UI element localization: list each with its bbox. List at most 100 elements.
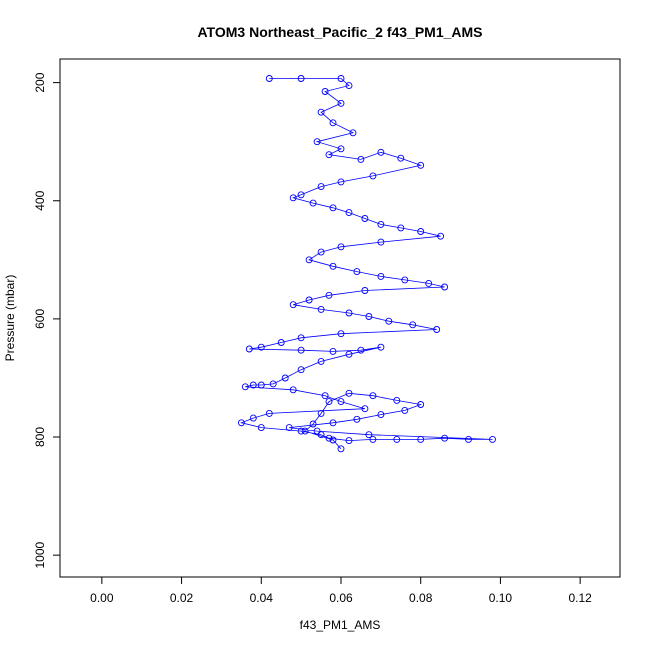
data-point: [265, 409, 273, 417]
data-point: [297, 334, 305, 342]
data-point: [385, 317, 393, 325]
data-point: [417, 435, 425, 443]
data-point: [337, 75, 345, 82]
data-point: [377, 343, 385, 351]
data-point: [325, 291, 333, 299]
data-point: [441, 283, 449, 291]
data-point: [277, 339, 285, 346]
data-point: [365, 431, 373, 439]
data-point: [313, 427, 321, 435]
data-point: [317, 431, 325, 439]
data-point: [345, 437, 353, 445]
data-point: [317, 305, 325, 313]
data-point: [417, 228, 425, 235]
data-point: [301, 427, 309, 435]
data-point: [317, 248, 325, 256]
data-point: [365, 313, 373, 320]
data-point: [329, 262, 337, 270]
data-point: [397, 154, 405, 162]
data-point: [357, 346, 365, 354]
data-point: [357, 155, 365, 163]
data-point: [345, 209, 353, 217]
x-tick-label: 0.08: [409, 591, 433, 605]
data-point: [361, 405, 369, 413]
data-point: [377, 220, 385, 228]
data-point: [345, 389, 353, 397]
x-tick-label: 0.00: [90, 591, 114, 605]
data-point: [317, 183, 325, 191]
data-point: [329, 204, 337, 212]
data-point: [409, 321, 417, 329]
data-point: [241, 383, 249, 391]
data-point: [317, 357, 325, 365]
data-point: [237, 419, 245, 427]
data-point: [309, 199, 317, 207]
data-point: [369, 392, 377, 400]
data-point: [349, 129, 357, 137]
y-tick-label: 800: [33, 427, 47, 447]
data-point: [345, 82, 353, 90]
data-point: [257, 424, 265, 432]
data-point: [397, 224, 405, 232]
data-point: [465, 435, 472, 443]
data-point: [305, 256, 313, 264]
data-point: [325, 434, 333, 442]
data-point: [317, 108, 325, 116]
data-point: [329, 419, 337, 427]
chart-title: ATOM3 Northeast_Pacific_2 f43_PM1_AMS: [197, 24, 482, 40]
data-point: [377, 238, 385, 246]
data-point: [297, 191, 305, 199]
data-point: [329, 436, 337, 444]
data-point: [369, 435, 377, 443]
plot-area: [237, 75, 496, 453]
x-tick-label: 0.04: [250, 591, 274, 605]
series-line: [240, 78, 493, 450]
data-point: [393, 396, 401, 404]
data-point: [289, 194, 297, 202]
data-point: [377, 148, 385, 156]
data-point: [297, 75, 305, 82]
data-point: [337, 330, 345, 338]
data-point: [401, 276, 409, 284]
data-point: [329, 347, 337, 355]
data-point: [353, 268, 361, 276]
data-point: [401, 406, 409, 414]
data-point: [345, 350, 353, 358]
y-tick-label: 1000: [33, 541, 47, 568]
x-tick-label: 0.02: [170, 591, 194, 605]
data-point: [377, 272, 385, 280]
data-point: [289, 386, 297, 394]
data-point: [257, 343, 265, 351]
data-point: [489, 435, 496, 443]
data-point: [297, 427, 305, 435]
y-axis: 200 400 600 800 1000: [33, 72, 61, 568]
data-point: [437, 232, 445, 240]
data-point: [265, 75, 273, 82]
data-point: [325, 398, 333, 406]
data-point: [297, 366, 305, 374]
data-point: [345, 309, 353, 317]
x-tick-label: 0.10: [489, 591, 513, 605]
data-point: [285, 424, 293, 432]
data-point: [337, 445, 345, 453]
y-tick-label: 200: [33, 72, 47, 92]
data-point: [361, 215, 369, 222]
data-point: [321, 392, 329, 400]
data-point: [245, 345, 253, 353]
data-point: [309, 420, 317, 428]
data-point: [377, 411, 385, 419]
data-point: [433, 326, 441, 333]
x-tick-label: 0.06: [329, 591, 353, 605]
y-tick-label: 600: [33, 309, 47, 329]
data-point: [249, 414, 257, 422]
x-axis: 0.00 0.02 0.04 0.06 0.08 0.10 0.12: [90, 576, 592, 605]
data-point: [249, 381, 257, 389]
data-point: [337, 243, 345, 251]
data-point: [305, 296, 313, 304]
data-point: [353, 415, 361, 423]
data-point: [441, 434, 449, 442]
x-axis-label: f43_PM1_AMS: [300, 618, 381, 632]
data-point: [281, 374, 289, 382]
